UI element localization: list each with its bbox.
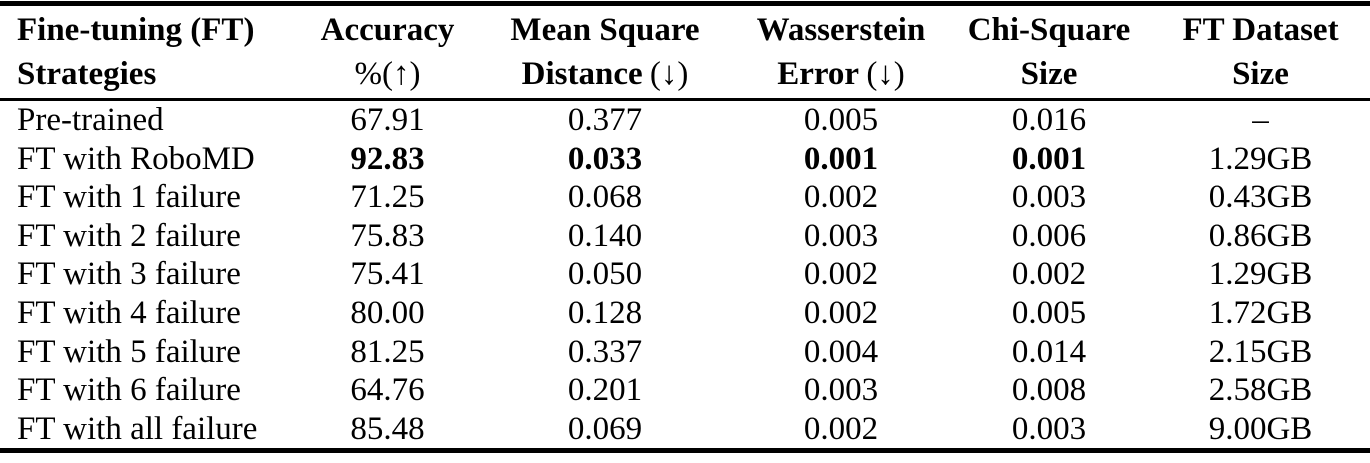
col-header-line2: Size <box>1232 56 1289 92</box>
cell-wasserstein: 0.003 <box>803 372 879 409</box>
cell-dataset_size: 1.72GB <box>1208 294 1313 331</box>
cell-chi_square: 0.005 <box>1011 294 1087 331</box>
cell-msd: 0.337 <box>567 333 643 370</box>
cell-dataset_size: 2.15GB <box>1208 333 1313 370</box>
cell-wasserstein: 0.003 <box>803 217 879 254</box>
table-row: FT with 3 failure 75.41 0.050 0.002 0.002 1.2… <box>0 255 1370 294</box>
col-header-line2: Size <box>1020 56 1078 92</box>
table-row: FT with 4 failure 80.00 0.128 0.002 0.005 1.7… <box>0 294 1370 333</box>
cell-accuracy: 67.91 <box>350 102 425 138</box>
cell-chi_square: 0.006 <box>1011 217 1087 254</box>
col-header-line2: Distance (↓) <box>521 56 689 92</box>
cell-strategy: FT with 1 failure <box>17 179 241 216</box>
table-row: Pre-trained 67.91 0.377 0.005 0.016 – <box>0 100 1370 140</box>
up-arrow-unit: %(↑) <box>354 56 421 92</box>
cell-dataset_size: 0.43GB <box>1208 179 1313 216</box>
table-body: Pre-trained 67.91 0.377 0.005 0.016– FT with … <box>0 100 1370 451</box>
cell-dataset_size: – <box>1252 102 1269 138</box>
cell-wasserstein: 0.002 <box>803 294 879 331</box>
cell-wasserstein: 0.002 <box>803 410 879 447</box>
cell-accuracy: 64.76 <box>350 372 425 409</box>
down-arrow-unit: (↓) <box>649 56 689 92</box>
cell-chi_square: 0.014 <box>1011 333 1087 370</box>
cell-accuracy: 71.25 <box>350 179 425 216</box>
cell-strategy: FT with all failure <box>17 410 258 447</box>
cell-wasserstein: 0.002 <box>803 256 879 293</box>
col-header-line1: Chi-Square <box>967 12 1131 48</box>
cell-chi_square: 0.016 <box>1011 102 1087 138</box>
col-header-mean-square-distance: Mean Square Distance (↓) <box>475 3 735 101</box>
cell-chi_square: 0.001 <box>1011 140 1087 177</box>
cell-chi_square: 0.003 <box>1011 179 1087 216</box>
col-header-line1: FT Dataset <box>1182 12 1339 48</box>
col-header-strategies: Fine-tuning (FT) Strategies <box>0 3 300 101</box>
col-header-line1: Accuracy <box>320 12 455 48</box>
col-header-line2: Error (↓) <box>777 56 905 92</box>
cell-dataset_size: 0.86GB <box>1208 217 1313 254</box>
header-row: Fine-tuning (FT) Strategies Accuracy %(↑… <box>0 3 1370 101</box>
col-header-chi-square-size: Chi-Square Size <box>947 3 1151 101</box>
table-row: FT with 1 failure 71.25 0.068 0.002 0.003 0.4… <box>0 178 1370 217</box>
cell-strategy: FT with 5 failure <box>17 333 241 370</box>
table-row: FT with 6 failure 64.76 0.201 0.003 0.008 2.5… <box>0 371 1370 410</box>
cell-accuracy: 80.00 <box>350 294 425 331</box>
cell-strategy: FT with 2 failure <box>17 217 241 254</box>
cell-msd: 0.377 <box>567 102 643 138</box>
cell-msd: 0.140 <box>567 217 643 254</box>
table-row: FT with 5 failure 81.25 0.337 0.004 0.014 2.1… <box>0 333 1370 372</box>
cell-wasserstein: 0.005 <box>803 102 879 138</box>
col-header-line1: Mean Square <box>510 12 700 48</box>
cell-msd: 0.033 <box>567 140 643 177</box>
cell-dataset_size: 1.29GB <box>1208 140 1313 177</box>
cell-chi_square: 0.002 <box>1011 256 1087 293</box>
col-header-line2: Strategies <box>17 56 157 92</box>
col-header-line1: Fine-tuning (FT) <box>17 12 255 48</box>
cell-wasserstein: 0.002 <box>803 179 879 216</box>
col-header-accuracy: Accuracy %(↑) <box>300 3 475 101</box>
down-arrow-unit: (↓) <box>866 56 905 92</box>
cell-msd: 0.201 <box>567 372 643 409</box>
cell-chi_square: 0.003 <box>1011 410 1087 447</box>
cell-strategy: Pre-trained <box>17 102 164 138</box>
cell-strategy: FT with 4 failure <box>17 294 241 331</box>
cell-strategy: FT with RoboMD <box>17 140 255 177</box>
cell-dataset_size: 1.29GB <box>1208 256 1313 293</box>
cell-accuracy: 92.83 <box>350 140 425 177</box>
cell-accuracy: 75.83 <box>350 217 425 254</box>
col-header-line2: %(↑) <box>300 52 475 96</box>
table-header: Fine-tuning (FT) Strategies Accuracy %(↑… <box>0 3 1370 101</box>
cell-msd: 0.069 <box>567 410 643 447</box>
cell-msd: 0.050 <box>567 256 643 293</box>
table-row: FT with RoboMD 92.83 0.033 0.001 0.001 1.29GB <box>0 140 1370 179</box>
cell-accuracy: 81.25 <box>350 333 425 370</box>
cell-msd: 0.128 <box>567 294 643 331</box>
col-header-ft-dataset-size: FT Dataset Size <box>1151 3 1370 101</box>
cell-accuracy: 85.48 <box>350 410 425 447</box>
table-row: FT with 2 failure 75.83 0.140 0.003 0.006 0.8… <box>0 217 1370 256</box>
cell-strategy: FT with 3 failure <box>17 256 241 293</box>
table-row: FT with all failure 85.48 0.069 0.002 0.003 9… <box>0 410 1370 451</box>
cell-wasserstein: 0.001 <box>803 140 879 177</box>
cell-dataset_size: 9.00GB <box>1208 410 1313 447</box>
cell-wasserstein: 0.004 <box>803 333 879 370</box>
col-header-wasserstein-error: Wasserstein Error (↓) <box>735 3 947 101</box>
cell-strategy: FT with 6 failure <box>17 372 241 409</box>
cell-dataset_size: 2.58GB <box>1208 372 1313 409</box>
cell-accuracy: 75.41 <box>350 256 425 293</box>
cell-msd: 0.068 <box>567 179 643 216</box>
col-header-line1: Wasserstein <box>756 12 926 48</box>
results-table: Fine-tuning (FT) Strategies Accuracy %(↑… <box>0 1 1370 454</box>
cell-chi_square: 0.008 <box>1011 372 1087 409</box>
